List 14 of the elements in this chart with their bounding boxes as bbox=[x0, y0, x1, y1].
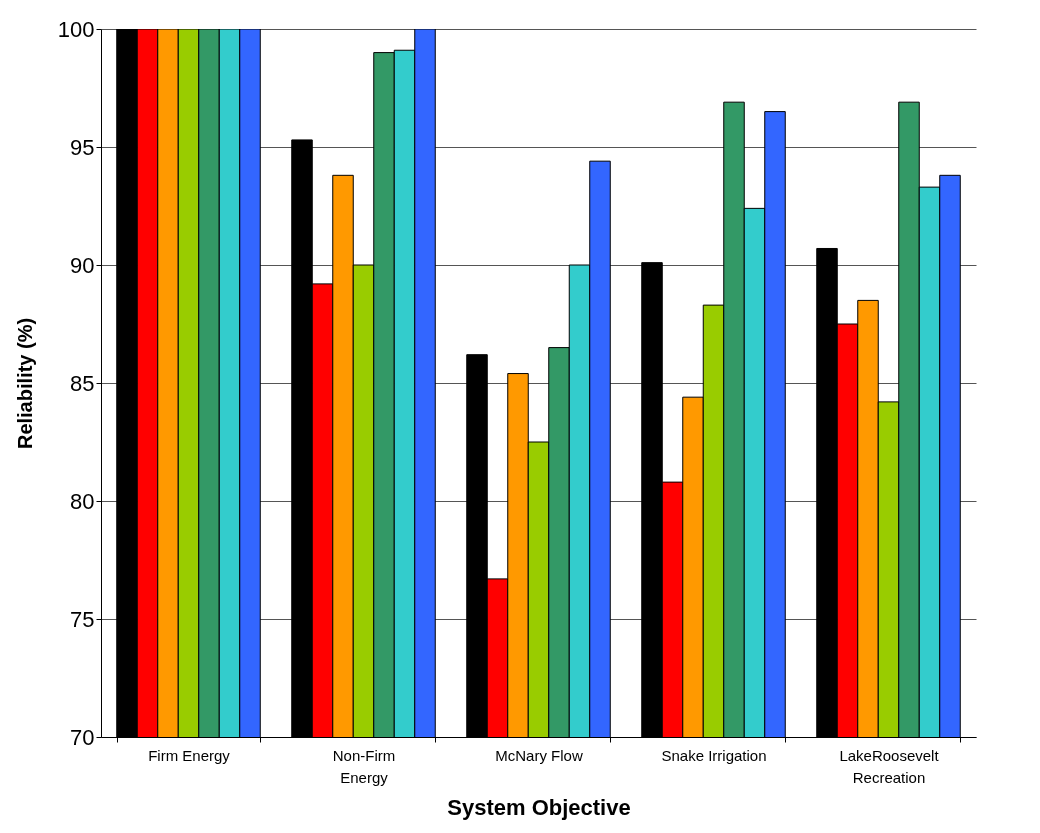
y-axis-title: Reliability (%) bbox=[13, 317, 36, 450]
x-tick-label: LakeRoosevelt Recreation bbox=[839, 746, 940, 786]
x-tick-label: McNary Flow bbox=[495, 746, 583, 764]
y-tick-label: 90 bbox=[70, 252, 95, 278]
y-tick-label: 100 bbox=[57, 16, 95, 42]
x-tick-label: Snake Irrigation bbox=[661, 746, 767, 764]
x-tick-label: Non-Firm Energy bbox=[332, 746, 396, 786]
y-tick-label: 95 bbox=[70, 134, 95, 160]
y-tick-label: 85 bbox=[70, 370, 95, 396]
y-tick-label: 70 bbox=[70, 724, 95, 750]
y-tick-label: 75 bbox=[70, 606, 95, 632]
y-tick-label: 80 bbox=[70, 488, 95, 514]
x-tick-label: Firm Energy bbox=[148, 746, 231, 764]
x-axis-title: System Objective bbox=[447, 794, 631, 820]
